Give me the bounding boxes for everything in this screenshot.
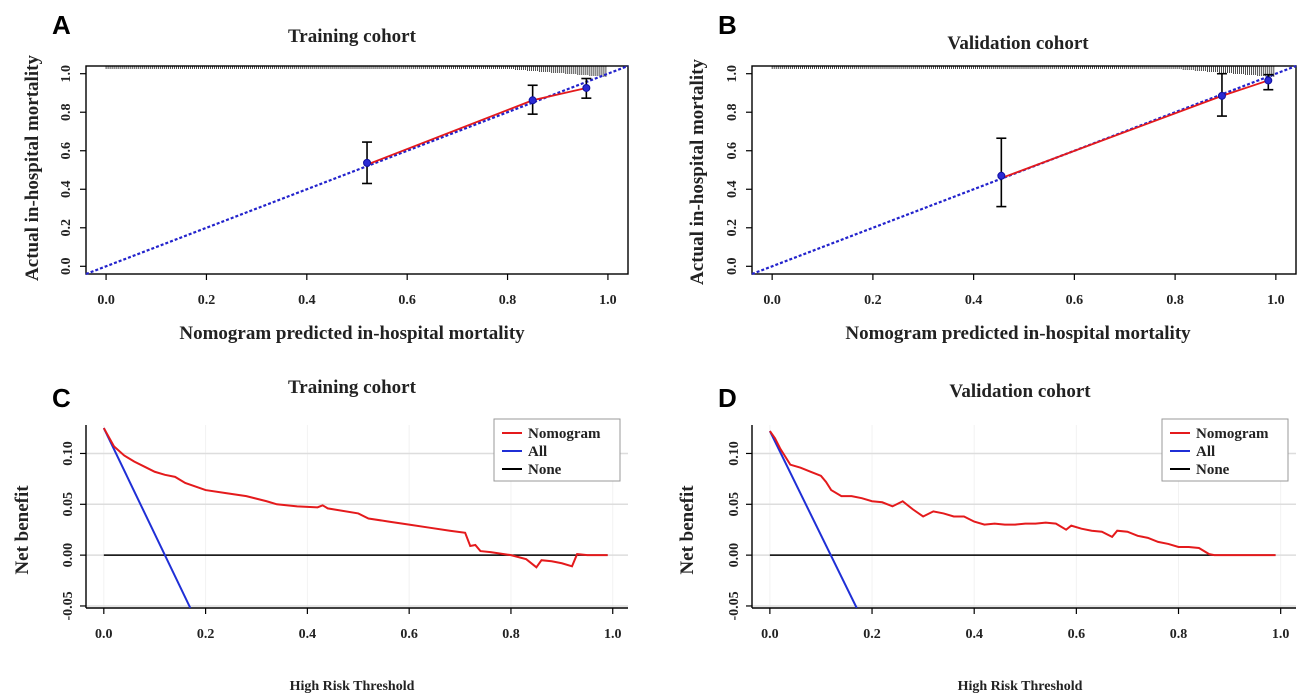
y-tick-label: 0.10	[61, 441, 76, 466]
rug-marks	[771, 66, 1275, 77]
y-tick-label: 0.0	[725, 258, 740, 276]
x-tick-label: 0.4	[298, 293, 316, 308]
x-tick-label: 0.2	[197, 627, 215, 642]
x-tick-label: 0.4	[965, 627, 983, 642]
panel-letter-c: C	[52, 383, 71, 413]
calibration-point	[582, 83, 591, 92]
calibration-point	[363, 158, 372, 167]
y-tick-label: 0.4	[59, 181, 74, 199]
y-tick-label: 0.00	[727, 543, 742, 568]
plot-area-c: 0.0 0.2 0.4 0.6 0.8 1.0 -0.05 0.00 0.05 0.10 Nomog…	[61, 418, 628, 642]
x-tick-label: 1.0	[599, 293, 617, 308]
y-tick-label: 0.05	[727, 492, 742, 517]
panel-title-c: Training cohort	[288, 377, 417, 398]
plot-area-a: 0.0 0.2 0.4 0.6 0.8 1.0 0.0 0.2 0.4 0.6 0.8 1.0	[59, 64, 629, 308]
panel-title-a: Training cohort	[288, 26, 417, 47]
panel-letter-d: D	[718, 383, 737, 413]
x-axis-label-a: Nomogram predicted in-hospital mortality	[179, 323, 525, 344]
x-tick-label: 1.0	[604, 627, 622, 642]
x-axis-label-c: High Risk Threshold	[290, 679, 415, 694]
x-tick-label: 0.8	[502, 627, 520, 642]
series-group	[768, 430, 1276, 608]
x-tick-label: 0.6	[1066, 293, 1084, 308]
y-axis-label-a: Actual in-hospital mortality	[22, 55, 43, 281]
y-tick-label: 0.6	[725, 142, 740, 160]
x-tick-label: 1.0	[1272, 627, 1290, 642]
legend-label-nomogram: Nomogram	[528, 426, 601, 442]
panel-letter-a: A	[52, 10, 71, 40]
legend-label-all: All	[528, 444, 547, 460]
panel-c: C Training cohort High Risk Threshold Ne…	[12, 377, 628, 694]
y-tick-label: -0.05	[61, 591, 76, 620]
series-line-nomogram	[769, 430, 1276, 557]
y-axis-label-c: Net benefit	[12, 485, 33, 575]
x-tick-label: 1.0	[1267, 293, 1285, 308]
y-tick-label: 0.10	[727, 441, 742, 466]
y-axis-label-d: Net benefit	[677, 485, 698, 575]
x-tick-label: 0.0	[95, 627, 113, 642]
rug-marks	[105, 66, 607, 77]
y-tick-label: 0.00	[61, 543, 76, 568]
x-tick-label: 0.0	[761, 627, 779, 642]
x-tick-label: 0.6	[398, 293, 416, 308]
legend-label-none: None	[528, 462, 562, 478]
series-line-all	[768, 430, 858, 608]
y-tick-label: -0.05	[727, 591, 742, 620]
calibration-point	[1264, 76, 1273, 85]
x-tick-label: 0.2	[198, 293, 216, 308]
legend-label-none: None	[1196, 462, 1230, 478]
legend: Nomogram All None	[1161, 418, 1289, 482]
panel-a: A Training cohort Nomogram predicted in-…	[22, 10, 629, 344]
x-tick-label: 0.8	[1166, 293, 1184, 308]
x-tick-label: 0.4	[965, 293, 983, 308]
calibration-line	[1001, 79, 1269, 179]
x-axis-label-b: Nomogram predicted in-hospital mortality	[845, 323, 1191, 344]
y-tick-label: 0.0	[59, 258, 74, 276]
y-tick-label: 0.8	[59, 103, 74, 121]
y-tick-label: 0.4	[725, 181, 740, 199]
x-tick-label: 0.6	[1068, 627, 1086, 642]
x-axis-label-d: High Risk Threshold	[958, 679, 1083, 694]
y-tick-label: 0.2	[59, 219, 74, 237]
plot-area-b: 0.0 0.2 0.4 0.6 0.8 1.0 0.0 0.2 0.4 0.6 0.8 1.0	[725, 65, 1297, 308]
series-line-all	[102, 427, 192, 608]
calibration-point	[1217, 91, 1226, 100]
x-tick-label: 0.4	[299, 627, 317, 642]
legend: Nomogram All None	[493, 418, 621, 482]
x-tick-label: 0.2	[863, 627, 881, 642]
y-tick-label: 0.6	[59, 142, 74, 160]
x-tick-label: 0.0	[97, 293, 115, 308]
y-tick-label: 0.2	[725, 219, 740, 237]
panel-d: D Validation cohort High Risk Threshold …	[677, 381, 1296, 694]
x-tick-label: 0.0	[763, 293, 781, 308]
y-tick-label: 1.0	[725, 65, 740, 83]
panel-letter-b: B	[718, 10, 737, 40]
legend-label-all: All	[1196, 444, 1215, 460]
y-axis-label-b: Actual in-hospital mortality	[687, 59, 708, 285]
ideal-line	[85, 64, 629, 276]
panel-title-d: Validation cohort	[949, 381, 1091, 402]
panel-title-b: Validation cohort	[947, 33, 1089, 54]
series-group	[102, 427, 608, 608]
y-tick-label: 1.0	[59, 65, 74, 83]
x-tick-label: 0.8	[1170, 627, 1188, 642]
y-tick-label: 0.8	[725, 103, 740, 121]
panel-b: B Validation cohort Nomogram predicted i…	[687, 10, 1297, 344]
plot-area-d: 0.0 0.2 0.4 0.6 0.8 1.0 -0.05 0.00 0.05 0.10 Nomog…	[727, 418, 1296, 642]
calibration-point	[997, 171, 1006, 180]
legend-label-nomogram: Nomogram	[1196, 426, 1269, 442]
x-tick-label: 0.2	[864, 293, 882, 308]
x-tick-label: 0.8	[499, 293, 517, 308]
y-tick-label: 0.05	[61, 492, 76, 517]
series-line-nomogram	[102, 427, 608, 569]
calibration-point	[528, 96, 537, 105]
x-tick-label: 0.6	[400, 627, 418, 642]
